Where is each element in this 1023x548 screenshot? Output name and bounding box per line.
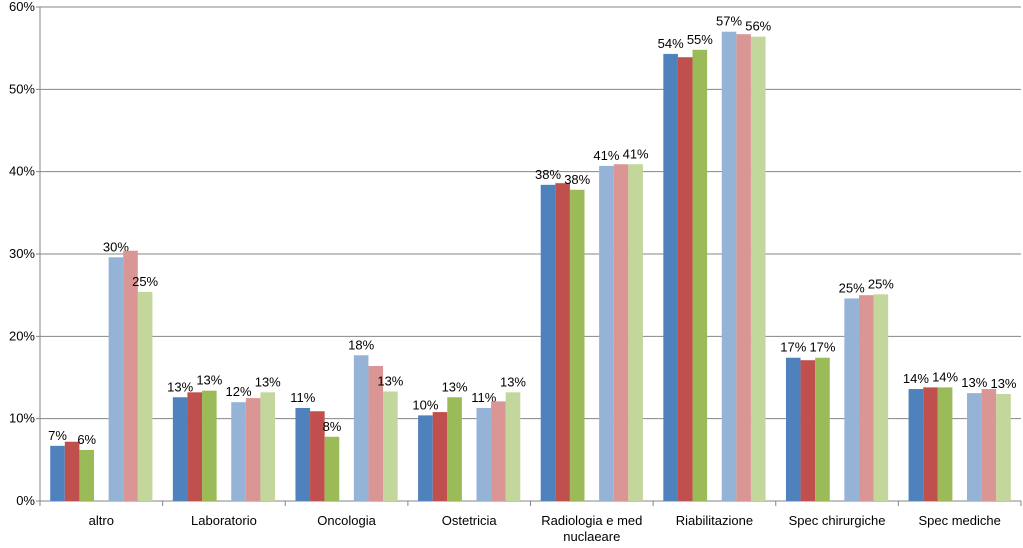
bar: [569, 189, 585, 501]
data-label: 30%: [103, 239, 129, 254]
bar: [368, 365, 384, 501]
bar: [599, 165, 614, 502]
data-label: 13%: [990, 376, 1016, 391]
y-tick-label: 0%: [16, 493, 35, 508]
bar: [908, 389, 924, 501]
x-tick-label: Spec mediche: [918, 513, 1000, 528]
x-tick-label: Oncologia: [317, 513, 376, 528]
data-label: 10%: [412, 397, 438, 412]
bar: [64, 441, 80, 501]
data-label: 13%: [255, 374, 281, 389]
bar: [873, 294, 889, 501]
data-label: 11%: [471, 390, 496, 405]
bar: [815, 357, 830, 501]
bar: [613, 164, 629, 502]
bar: [245, 398, 261, 501]
bar: [50, 445, 65, 501]
data-label: 55%: [687, 32, 713, 47]
bar: [260, 392, 276, 501]
bar: [721, 31, 737, 501]
data-label: 54%: [658, 36, 684, 51]
bar: [310, 411, 325, 501]
data-label: 11%: [290, 390, 315, 405]
bar: [231, 402, 246, 501]
x-tick-label: Laboratorio: [191, 513, 257, 528]
bar: [172, 397, 188, 501]
data-label: 56%: [745, 19, 771, 34]
x-tick-label: Ostetricia: [442, 513, 498, 528]
y-tick-label: 40%: [9, 164, 35, 179]
bar: [505, 392, 521, 501]
data-label: 14%: [932, 369, 958, 384]
data-label: 13%: [500, 374, 526, 389]
data-label: 14%: [903, 371, 929, 386]
data-label: 41%: [623, 146, 649, 161]
y-tick-label: 20%: [9, 328, 35, 343]
bar: [800, 360, 816, 501]
data-label: 8%: [323, 419, 342, 434]
bar: [692, 49, 708, 502]
bar: [187, 392, 203, 501]
bar: [202, 390, 217, 501]
y-tick-label: 10%: [9, 411, 35, 426]
bar: [981, 389, 997, 501]
data-label: 13%: [442, 379, 468, 394]
bar: [432, 412, 448, 501]
data-label: 13%: [167, 379, 193, 394]
data-label: 7%: [48, 428, 67, 443]
bar: [555, 183, 570, 501]
bar: [663, 53, 678, 502]
data-label: 41%: [593, 148, 619, 163]
bar: [736, 34, 751, 502]
bar: [108, 257, 124, 501]
bar: [844, 298, 859, 501]
bar: [447, 397, 462, 501]
bar: [491, 401, 506, 501]
bar: [324, 436, 340, 501]
bar: [79, 449, 95, 501]
x-tick-label: Radiologia e med nuclaeare: [541, 513, 642, 544]
data-label: 17%: [809, 340, 835, 355]
y-tick-label: 50%: [9, 81, 35, 96]
data-label: 57%: [716, 14, 742, 29]
bar: [353, 355, 369, 501]
bar: [137, 291, 153, 501]
bar: [476, 407, 492, 501]
x-tick-label: Riabilitazione: [676, 513, 753, 528]
bar: [937, 387, 953, 501]
bar: [966, 393, 982, 501]
x-tick-label: Spec chirurgiche: [789, 513, 886, 528]
bar: [923, 387, 938, 501]
data-label: 13%: [961, 375, 987, 390]
data-label: 38%: [564, 172, 590, 187]
data-label: 25%: [839, 280, 865, 295]
data-label: 12%: [226, 384, 252, 399]
bar: [785, 357, 801, 501]
data-label: 25%: [132, 274, 158, 289]
data-label: 38%: [535, 167, 561, 182]
bar: [383, 391, 398, 501]
bar: [123, 250, 138, 501]
bar: [996, 393, 1011, 501]
y-tick-label: 30%: [9, 246, 35, 261]
bar: [750, 36, 766, 501]
bar: [858, 295, 874, 501]
bar: [540, 184, 556, 501]
data-label: 13%: [196, 373, 222, 388]
y-tick-label: 60%: [9, 0, 35, 14]
data-label: 25%: [868, 276, 894, 291]
bar: [628, 164, 643, 502]
data-label: 18%: [348, 337, 374, 352]
data-label: 13%: [377, 373, 403, 388]
data-label: 6%: [77, 432, 96, 447]
x-tick-label: altro: [89, 513, 114, 528]
bar: [295, 407, 311, 501]
bar: [418, 415, 433, 501]
data-label: 17%: [780, 340, 806, 355]
bar: [677, 57, 693, 502]
